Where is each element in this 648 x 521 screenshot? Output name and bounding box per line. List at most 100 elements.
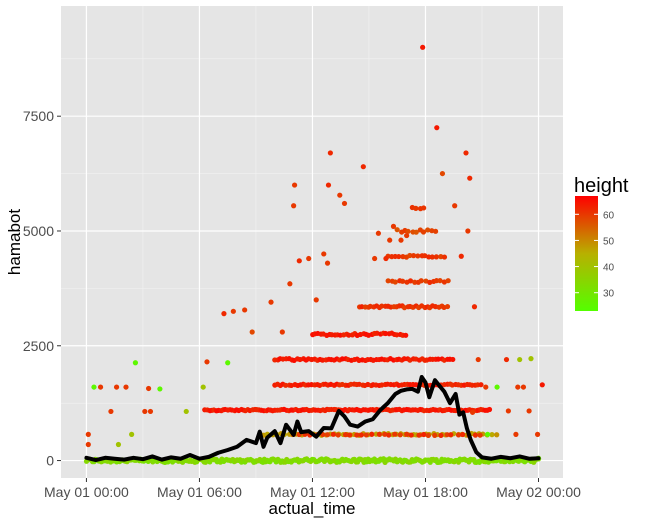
data-point xyxy=(341,200,348,207)
data-point xyxy=(420,229,427,235)
data-point xyxy=(369,431,375,437)
data-point xyxy=(360,164,366,170)
axes: May 01 00:00 May 01 06:00 May 01 12:00 May … xyxy=(23,108,581,500)
data-point xyxy=(437,278,443,284)
data-point xyxy=(225,360,231,366)
legend-title: height xyxy=(574,175,629,197)
data-point xyxy=(129,431,135,437)
data-point xyxy=(123,384,129,390)
data-point xyxy=(494,384,500,390)
data-point xyxy=(376,431,382,437)
data-point xyxy=(291,203,297,209)
data-point xyxy=(386,432,392,438)
legend-tick-label: 50 xyxy=(603,236,615,247)
data-point xyxy=(375,230,381,236)
x-tick-label: May 02 00:00 xyxy=(496,484,581,500)
data-point xyxy=(403,332,409,338)
data-point xyxy=(505,408,511,414)
data-point xyxy=(249,329,255,335)
data-point xyxy=(405,228,411,234)
data-point xyxy=(85,441,91,448)
legend-colorbar xyxy=(575,196,598,311)
data-point xyxy=(526,408,532,414)
data-point xyxy=(221,311,227,317)
data-point xyxy=(465,228,471,234)
y-tick-label: 0 xyxy=(46,453,54,469)
data-point xyxy=(385,278,391,284)
data-point xyxy=(142,408,148,415)
y-axis-title: hamabot xyxy=(5,209,24,275)
data-point xyxy=(392,279,398,285)
y-tick-label: 7500 xyxy=(23,108,54,124)
data-point xyxy=(422,253,428,259)
data-point xyxy=(408,432,414,438)
data-point xyxy=(291,182,298,188)
data-point xyxy=(157,386,163,392)
data-point xyxy=(321,251,327,257)
data-point xyxy=(85,431,91,437)
data-point xyxy=(432,432,438,438)
data-point xyxy=(420,44,426,50)
data-point xyxy=(97,384,104,390)
data-point xyxy=(485,431,491,437)
data-point xyxy=(463,150,469,156)
data-point xyxy=(407,252,413,259)
data-point xyxy=(515,384,521,390)
data-point xyxy=(452,203,458,209)
data-point xyxy=(396,253,402,260)
data-point xyxy=(471,304,478,310)
data-point xyxy=(397,432,403,438)
y-tick-label: 5000 xyxy=(23,223,54,239)
data-point xyxy=(528,356,534,362)
data-point xyxy=(324,432,331,438)
data-point xyxy=(520,384,527,390)
data-point xyxy=(347,432,353,438)
data-point xyxy=(358,432,364,438)
data-point xyxy=(478,382,484,388)
data-point xyxy=(145,385,152,392)
data-point xyxy=(390,223,397,229)
data-point xyxy=(455,432,462,438)
data-point xyxy=(503,356,510,363)
data-point xyxy=(342,432,349,438)
data-point xyxy=(445,278,451,284)
data-point xyxy=(416,432,422,438)
data-point xyxy=(467,175,473,181)
data-point xyxy=(421,205,427,211)
data-point xyxy=(460,431,466,438)
data-point xyxy=(115,441,122,448)
data-point xyxy=(296,258,302,264)
data-point xyxy=(242,307,248,313)
legend: height 30 40 50 60 xyxy=(574,175,629,311)
data-point xyxy=(435,356,441,362)
data-point xyxy=(91,384,97,390)
x-tick-label: May 01 06:00 xyxy=(157,484,242,500)
data-point xyxy=(433,228,439,234)
data-point xyxy=(327,150,333,156)
data-point xyxy=(438,432,444,438)
data-point xyxy=(412,279,418,285)
data-point xyxy=(513,431,519,437)
data-point xyxy=(441,254,448,260)
data-point xyxy=(147,408,154,415)
data-point xyxy=(539,382,545,388)
x-tick-label: May 01 18:00 xyxy=(383,484,468,500)
scatter-points xyxy=(83,44,545,465)
data-point xyxy=(324,260,331,266)
data-point xyxy=(425,227,431,233)
x-tick-label: May 01 00:00 xyxy=(44,484,129,500)
data-point xyxy=(279,329,285,335)
x-axis-title: actual_time xyxy=(269,499,356,518)
data-point xyxy=(486,406,493,413)
data-point xyxy=(283,382,289,388)
data-point xyxy=(392,431,398,437)
data-point xyxy=(398,237,404,243)
data-point xyxy=(534,431,541,437)
data-point xyxy=(313,297,319,303)
data-point xyxy=(183,408,189,415)
data-point xyxy=(448,432,454,438)
data-point xyxy=(444,432,450,438)
data-point xyxy=(204,359,210,365)
data-point xyxy=(404,431,410,437)
